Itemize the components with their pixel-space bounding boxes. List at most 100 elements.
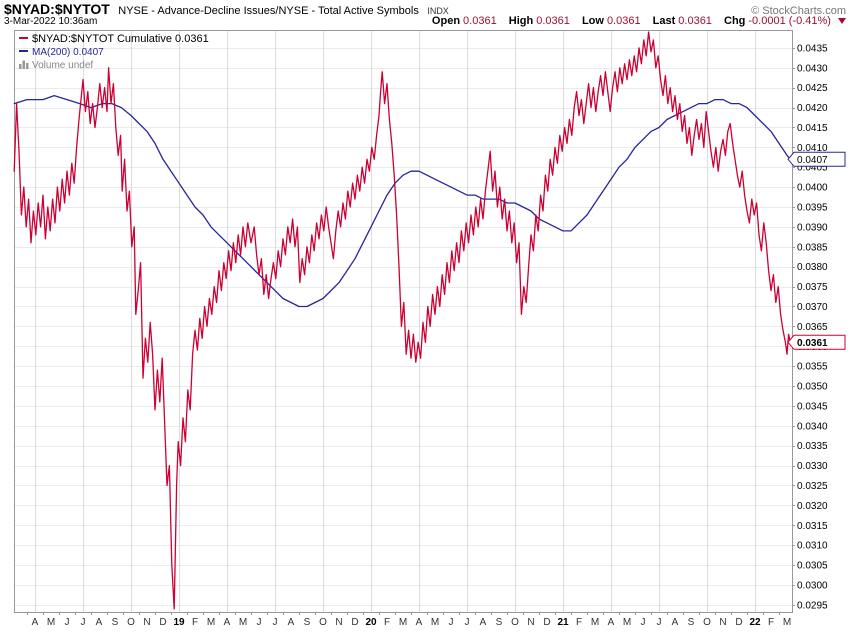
x-axis-month-label: N (719, 617, 726, 628)
y-axis-label: 0.0420 (797, 103, 828, 114)
x-axis-month-label: A (480, 617, 487, 628)
x-axis-month-label: J (273, 617, 278, 628)
x-axis-month-label: M (591, 617, 599, 628)
y-axis-label: 0.0425 (797, 83, 828, 94)
chart-header-row1: $NYAD:$NYTOT NYSE - Advance-Decline Issu… (4, 1, 846, 17)
x-axis-month-label: S (688, 617, 695, 628)
x-axis-month-label: J (65, 617, 70, 628)
x-axis-month-label: O (127, 617, 135, 628)
x-axis-month-label: O (703, 617, 711, 628)
x-axis-month-label: A (96, 617, 103, 628)
x-axis-month-label: S (496, 617, 503, 628)
y-axis-label: 0.0330 (797, 461, 828, 472)
y-axis-label: 0.0320 (797, 501, 828, 512)
x-axis-month-label: D (735, 617, 742, 628)
series-lines (13, 31, 791, 610)
x-axis-month-label: D (159, 617, 166, 628)
x-axis-month-label: J (657, 617, 662, 628)
quote-summary: Open 0.0361 High 0.0361 Low 0.0361 Last 0.03… (423, 15, 846, 27)
plot-frame (14, 30, 793, 613)
legend-item-label: MA(200) 0.0407 (32, 47, 104, 58)
y-axis-label: 0.0410 (797, 143, 828, 154)
y-axis-label: 0.0370 (797, 302, 828, 313)
x-axis-month-label: D (351, 617, 358, 628)
symbol-description: NYSE - Advance-Decline Issues/NYSE - Tot… (118, 5, 419, 17)
x-axis-month-label: N (335, 617, 342, 628)
y-axis-label: 0.0415 (797, 123, 828, 134)
x-axis-month-label: M (431, 617, 439, 628)
chart-datetime: 3-Mar-2022 10:36am (4, 16, 98, 27)
x-axis-month-label: D (543, 617, 550, 628)
x-axis-month-label: J (81, 617, 86, 628)
legend-item-label: $NYAD:$NYTOT Cumulative 0.0361 (32, 33, 209, 45)
y-axis-label: 0.0430 (797, 63, 828, 74)
y-axis-label: 0.0405 (797, 163, 828, 174)
x-axis-month-label: A (288, 617, 295, 628)
y-axis-label: 0.0355 (797, 362, 828, 373)
ma-line-swatch (19, 50, 28, 53)
y-axis-label: 0.0335 (797, 441, 828, 452)
x-axis-month-label: J (449, 617, 454, 628)
y-axis-label: 0.0310 (797, 541, 828, 552)
x-axis-year-label: 19 (173, 617, 185, 628)
title-group: $NYAD:$NYTOT NYSE - Advance-Decline Issu… (4, 1, 449, 19)
x-axis-month-label: M (239, 617, 247, 628)
quote-open: Open 0.0361 (431, 15, 497, 27)
quote-high: High 0.0361 (508, 15, 570, 27)
y-axis-label: 0.0345 (797, 401, 828, 412)
y-axis-labels: 0.0295 0.0300 0.0305 0.0310 0.0315 0.0320 0.03… (797, 43, 828, 611)
change-down-triangle-icon (838, 18, 846, 24)
x-axis-labels: A M J J A S O N D 19 F M A M J J A S O N D 20 F M A M J J A S O N D 21 F M A… (32, 617, 792, 628)
x-axis-month-label: A (224, 617, 231, 628)
y-axis-label: 0.0315 (797, 521, 828, 532)
y-axis-label: 0.0295 (797, 600, 828, 611)
y-axis-label: 0.0350 (797, 382, 828, 393)
ma-value-callout: 0.0407 (797, 155, 828, 166)
x-axis-month-label: A (608, 617, 615, 628)
x-axis-month-label: A (32, 617, 39, 628)
cumulative-line-swatch (19, 37, 28, 40)
x-axis-month-label: S (112, 617, 119, 628)
legend-item-volume: Volume undef (19, 59, 209, 72)
x-axis-month-label: A (672, 617, 679, 628)
y-axis-label: 0.0305 (797, 561, 828, 572)
x-axis-month-label: A (416, 617, 423, 628)
legend-item-cumulative: $NYAD:$NYTOT Cumulative 0.0361 (19, 33, 209, 46)
x-axis-month-label: F (192, 617, 198, 628)
y-axis-label: 0.0375 (797, 282, 828, 293)
ma-value-callout-box (787, 151, 846, 167)
last-value-callout: 0.0361 (797, 338, 828, 349)
y-axis-label: 0.0365 (797, 322, 828, 333)
y-axis-label: 0.0435 (797, 43, 828, 54)
last-value-callout-box (787, 334, 846, 350)
y-axis-label: 0.0395 (797, 203, 828, 214)
x-axis-year-label: 22 (749, 617, 761, 628)
exchange-label: INDX (427, 6, 449, 16)
y-axis-label: 0.0300 (797, 580, 828, 591)
x-axis-month-label: O (511, 617, 519, 628)
y-axis-label: 0.0390 (797, 222, 828, 233)
y-axis-label: 0.0325 (797, 481, 828, 492)
x-axis-month-label: J (465, 617, 470, 628)
x-axis-year-label: 21 (557, 617, 569, 628)
copyright-label: © StockCharts.com (751, 5, 846, 17)
x-axis-month-label: J (641, 617, 646, 628)
page-title: $NYAD:$NYTOT (4, 1, 110, 17)
x-axis-month-label: M (399, 617, 407, 628)
legend-item-ma200: MA(200) 0.0407 (19, 46, 209, 59)
value-callouts: 0.0407 0.0361 (787, 151, 846, 350)
y-axis-label: 0.0400 (797, 183, 828, 194)
x-axis-month-label: M (783, 617, 791, 628)
x-axis-year-label: 20 (365, 617, 377, 628)
x-axis-month-label: N (527, 617, 534, 628)
chart-legend: $NYAD:$NYTOT Cumulative 0.0361 MA(200) 0… (19, 33, 209, 72)
plot-border (14, 30, 793, 613)
y-axis-label: 0.0380 (797, 262, 828, 273)
x-axis-month-label: M (207, 617, 215, 628)
volume-bars-icon (19, 60, 29, 69)
x-axis-month-label: O (319, 617, 327, 628)
legend-item-label: Volume undef (32, 60, 94, 71)
y-axis-label: 0.0340 (797, 421, 828, 432)
x-axis-month-label: J (257, 617, 262, 628)
